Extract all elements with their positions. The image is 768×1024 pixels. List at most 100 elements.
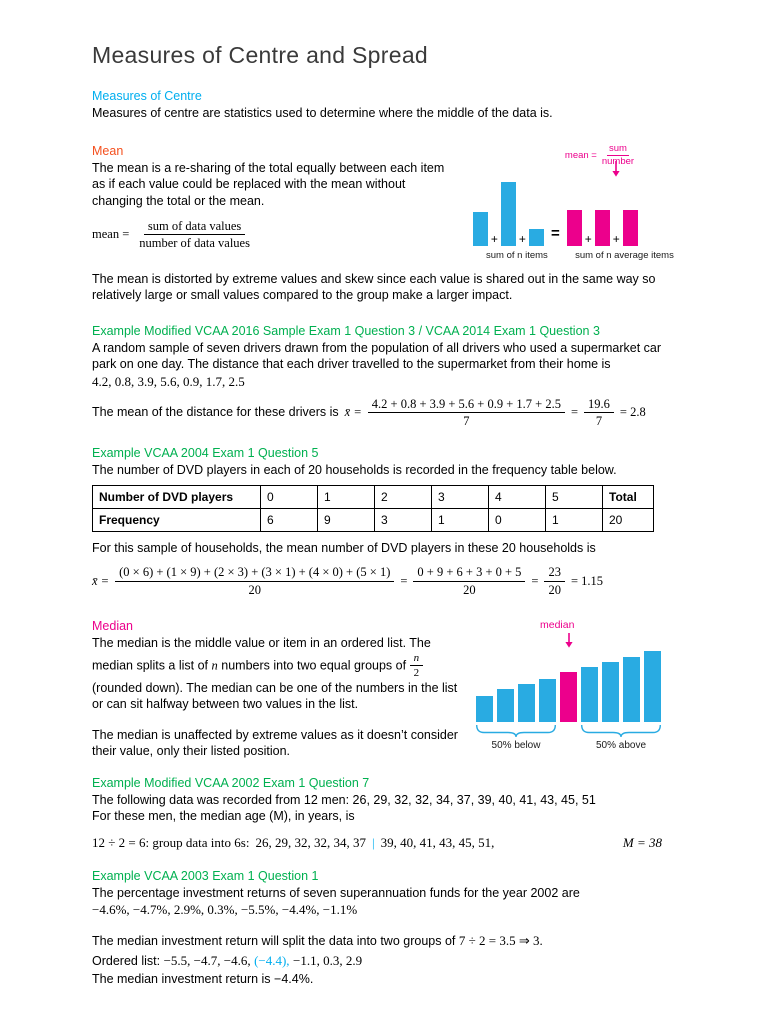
fraction: 0 + 9 + 6 + 3 + 0 + 5 20 <box>413 565 526 597</box>
section-heading-mean: Mean <box>92 143 124 158</box>
fraction-numerator: sum <box>606 143 629 157</box>
fraction-denominator: 2 <box>413 667 420 680</box>
cyan-bar <box>497 689 514 722</box>
table-cell: 0 <box>488 507 546 532</box>
down-arrow-icon <box>565 633 573 648</box>
mini-formula-fraction: sum number <box>600 143 636 169</box>
super-text: The median investment return will split … <box>92 934 456 949</box>
fraction-numerator: 0 + 9 + 6 + 3 + 0 + 5 <box>413 565 526 582</box>
median-diagram: median 50% below 50% above <box>476 619 676 751</box>
table-cell: Total <box>602 484 654 509</box>
plus-sign: + <box>584 231 592 246</box>
fraction-denominator: 20 <box>248 582 261 597</box>
fraction-numerator: 23 <box>544 565 565 582</box>
page-title: Measures of Centre and Spread <box>92 42 429 68</box>
caption-sum-items: sum of n items <box>486 249 548 261</box>
working-lower-half: 26, 29, 32, 32, 34, 37 <box>255 834 366 850</box>
cyan-bar <box>500 181 516 246</box>
section-heading-centre: Measures of Centre <box>92 89 202 103</box>
cyan-bar <box>644 651 661 722</box>
section-heading-men-example: Example Modified VCAA 2002 Exam 1 Questi… <box>92 775 370 790</box>
fraction-numerator: n <box>409 652 424 667</box>
plus-sign: + <box>518 231 526 246</box>
table-cell: 1 <box>317 484 375 509</box>
table-cell: 6 <box>260 507 318 532</box>
plus-sign: + <box>612 231 620 246</box>
cyan-bar <box>581 667 598 722</box>
table-cell: 5 <box>545 484 603 509</box>
cyan-bar <box>518 684 535 722</box>
section-heading-super-example: Example VCAA 2003 Exam 1 Question 1 <box>92 868 319 883</box>
section-heading-dvd-example: Example VCAA 2004 Exam 1 Question 5 <box>92 446 319 461</box>
super-paragraph-1: The percentage investment returns of sev… <box>92 885 580 900</box>
table-cell: 1 <box>431 507 489 532</box>
down-arrow-icon <box>612 160 620 177</box>
underbrace-icon <box>476 724 556 738</box>
ordered-values: −1.1, 0.3, 2.9 <box>293 952 363 968</box>
division-expression: 7 ÷ 2 = 3.5 ⇒ 3. <box>458 933 543 949</box>
formula-result: = 2.8 <box>619 404 646 419</box>
fraction-numerator: (0 × 6) + (1 × 9) + (2 × 3) + (3 × 1) + … <box>115 565 395 582</box>
table-cell: Frequency <box>92 507 261 532</box>
fraction-denominator: 7 <box>463 413 470 428</box>
fraction-denominator: number <box>601 156 635 168</box>
fraction-denominator: 7 <box>595 413 603 428</box>
split-separator: | <box>371 834 375 850</box>
dvd-paragraph: The number of DVD players in each of 20 … <box>92 463 617 478</box>
mean-diagram-formula: mean = sum number <box>564 143 636 169</box>
xbar-symbol: x̄ = <box>344 404 362 419</box>
cyan-bar <box>472 211 488 246</box>
mean-formula-fraction: sum of data values number of data values <box>135 219 254 251</box>
men-paragraph-2: For these men, the median age (M), in ye… <box>92 809 355 824</box>
section-measures-of-centre: Measures of Centre Measures of centre ar… <box>92 89 676 122</box>
n-symbol: n <box>211 657 218 672</box>
plus-sign: + <box>490 231 498 246</box>
mean-bars: + + = + + <box>472 181 676 246</box>
mean-diagram: mean = sum number + + = + + <box>472 143 676 261</box>
mean-formula-lhs: mean = <box>92 227 130 242</box>
fraction-denominator: 20 <box>548 582 561 597</box>
table-cell: 3 <box>374 507 432 532</box>
mean-diagram-captions: sum of n items sum of n average items <box>473 250 676 261</box>
fraction: (0 × 6) + (1 × 9) + (2 × 3) + (3 × 1) + … <box>115 565 395 597</box>
equals-sign: = <box>550 224 560 242</box>
table-cell: 1 <box>545 507 603 532</box>
table-row-dvd-players: Number of DVD players 0 1 2 3 4 5 Total <box>92 484 654 509</box>
men-paragraph-1: The following data was recorded from 12 … <box>92 792 596 807</box>
median-text: (rounded down). The median can be one of… <box>92 680 458 712</box>
equals-sign: = <box>400 573 408 588</box>
mini-formula-lhs: mean = <box>564 149 597 161</box>
median-working: 12 ÷ 2 = 6: group data into 6s: 26, 29, … <box>92 835 676 851</box>
magenta-bar <box>622 209 638 246</box>
working-lead: 12 ÷ 2 = 6: group data into 6s: <box>92 834 250 850</box>
drivers-paragraph: A random sample of seven drivers drawn f… <box>92 340 662 372</box>
centre-paragraph: Measures of centre are statistics used t… <box>92 106 553 120</box>
median-result: M = 38 <box>622 834 662 850</box>
cyan-bar <box>602 662 619 722</box>
mean-paragraph: The mean is a re-sharing of the total eq… <box>92 160 445 208</box>
working-upper-half: 39, 40, 41, 43, 45, 51, <box>380 834 495 850</box>
table-row-frequency: Frequency 6 9 3 1 0 1 20 <box>92 507 654 532</box>
underbrace-icon <box>581 724 661 738</box>
table-cell: Number of DVD players <box>92 484 261 509</box>
ordered-values: −5.5, −4.7, −4.6, <box>163 952 251 968</box>
table-cell: 4 <box>488 484 546 509</box>
example-dvd: Example VCAA 2004 Exam 1 Question 5 The … <box>92 446 676 597</box>
mean-text-column: Mean The mean is a re-sharing of the tot… <box>92 144 447 251</box>
formula-result: = 1.15 <box>570 573 604 588</box>
fraction-numerator: 19.6 <box>584 397 614 413</box>
fraction: 19.6 7 <box>584 397 614 429</box>
median-note-paragraph: The median is unaffected by extreme valu… <box>92 727 458 759</box>
example-drivers: Example Modified VCAA 2016 Sample Exam 1… <box>92 324 676 429</box>
frequency-table: Number of DVD players 0 1 2 3 4 5 Total … <box>92 484 654 532</box>
median-bar <box>560 672 577 722</box>
median-text-column: Median The median is the middle value or… <box>92 619 460 760</box>
drivers-data-values: 4.2, 0.8, 3.9, 5.6, 0.9, 1.7, 2.5 <box>92 373 245 389</box>
median-paragraph: The median is the middle value or item i… <box>92 635 460 713</box>
magenta-bar <box>566 209 582 246</box>
table-cell: 9 <box>317 507 375 532</box>
fraction-denominator: number of data values <box>139 236 250 251</box>
median-diagram-captions: 50% below 50% above <box>476 740 676 751</box>
cyan-bar <box>528 228 544 246</box>
table-cell: 0 <box>260 484 318 509</box>
